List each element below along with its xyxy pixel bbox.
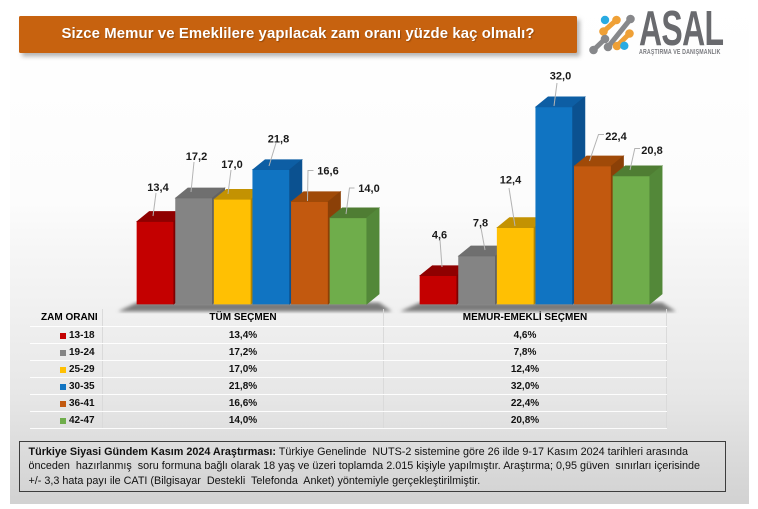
svg-text:13,4: 13,4 [147, 182, 169, 194]
svg-text:21,8: 21,8 [268, 134, 289, 146]
svg-text:17,0: 17,0 [221, 159, 242, 171]
svg-text:32,0: 32,0 [550, 71, 571, 83]
svg-text:16,6: 16,6 [317, 166, 338, 178]
svg-text:22,4: 22,4 [605, 131, 627, 143]
svg-text:4,6: 4,6 [432, 230, 447, 242]
svg-text:20,8: 20,8 [641, 145, 662, 157]
svg-text:12,4: 12,4 [500, 175, 522, 187]
svg-text:14,0: 14,0 [358, 183, 379, 195]
svg-text:17,2: 17,2 [186, 151, 207, 163]
svg-text:7,8: 7,8 [473, 218, 488, 230]
